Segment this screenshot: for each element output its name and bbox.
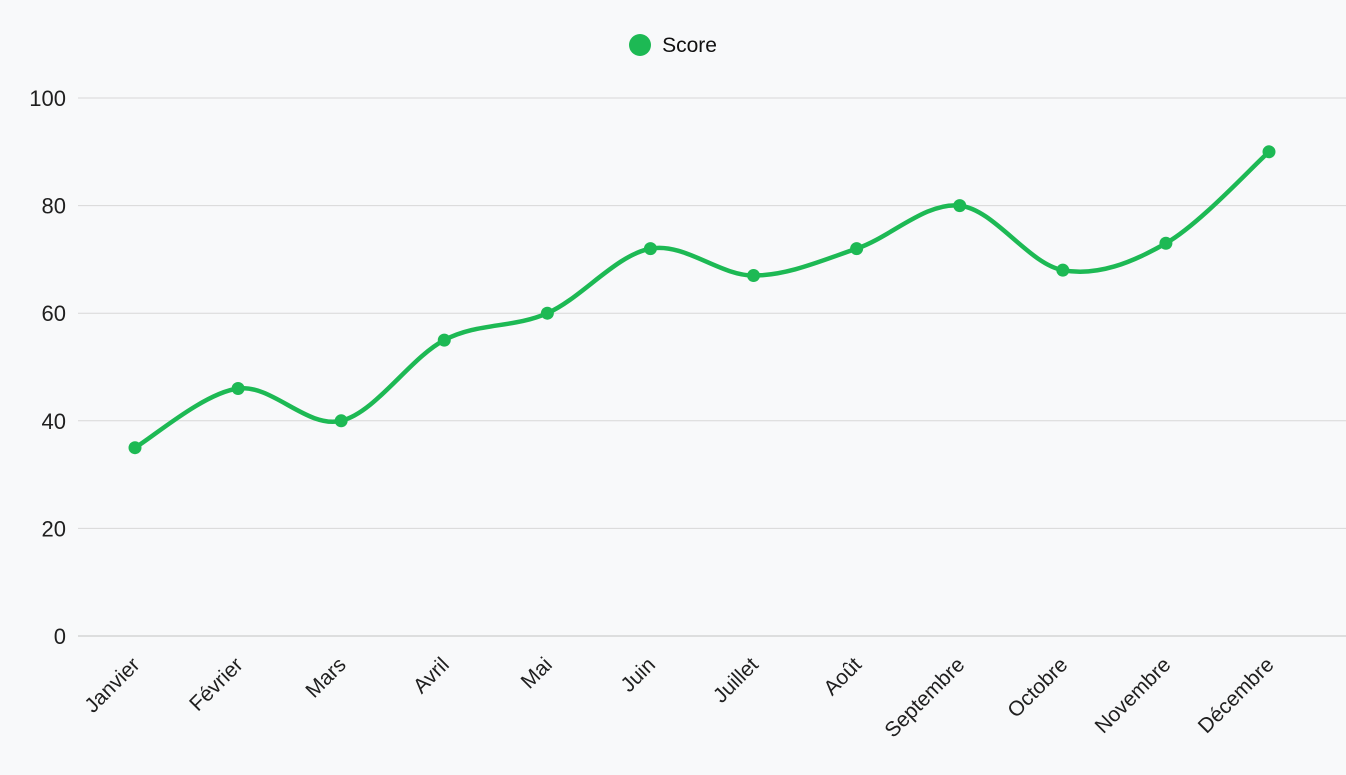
data-point	[334, 414, 348, 428]
x-axis-label: Septembre	[880, 653, 969, 742]
y-axis-tick-label: 40	[42, 409, 66, 434]
x-axis-label: Mars	[301, 653, 350, 702]
legend-marker-icon	[629, 34, 652, 56]
data-point	[1262, 145, 1276, 159]
data-point	[953, 199, 967, 213]
x-axis-label: Janvier	[80, 653, 144, 717]
data-point	[850, 242, 864, 256]
data-point	[231, 382, 245, 396]
data-point	[437, 333, 451, 347]
y-axis-tick-label: 100	[29, 86, 66, 111]
x-axis-label: Novembre	[1091, 653, 1176, 738]
y-axis-tick-label: 20	[42, 516, 66, 541]
chart-legend: Score	[0, 34, 1346, 56]
score-line-series	[132, 149, 1272, 450]
x-axis-label: Décembre	[1194, 653, 1279, 738]
data-point	[643, 242, 657, 256]
x-axis-label: Juin	[616, 653, 660, 697]
x-axis-label: Avril	[409, 653, 454, 698]
data-point	[540, 306, 554, 320]
y-axis-tick-label: 0	[54, 624, 66, 649]
x-axis-label: Mai	[517, 653, 557, 693]
x-axis-label: Février	[185, 653, 247, 715]
data-point	[747, 269, 761, 283]
legend-label: Score	[662, 33, 717, 57]
data-point	[1159, 236, 1173, 250]
y-axis-tick-label: 80	[42, 194, 66, 219]
x-axis-label: Juillet	[709, 653, 763, 707]
data-point	[128, 441, 142, 455]
data-point	[1056, 263, 1070, 277]
y-axis-tick-label: 60	[42, 301, 66, 326]
x-axis-label: Octobre	[1003, 653, 1072, 722]
x-axis-label: Août	[819, 653, 866, 700]
